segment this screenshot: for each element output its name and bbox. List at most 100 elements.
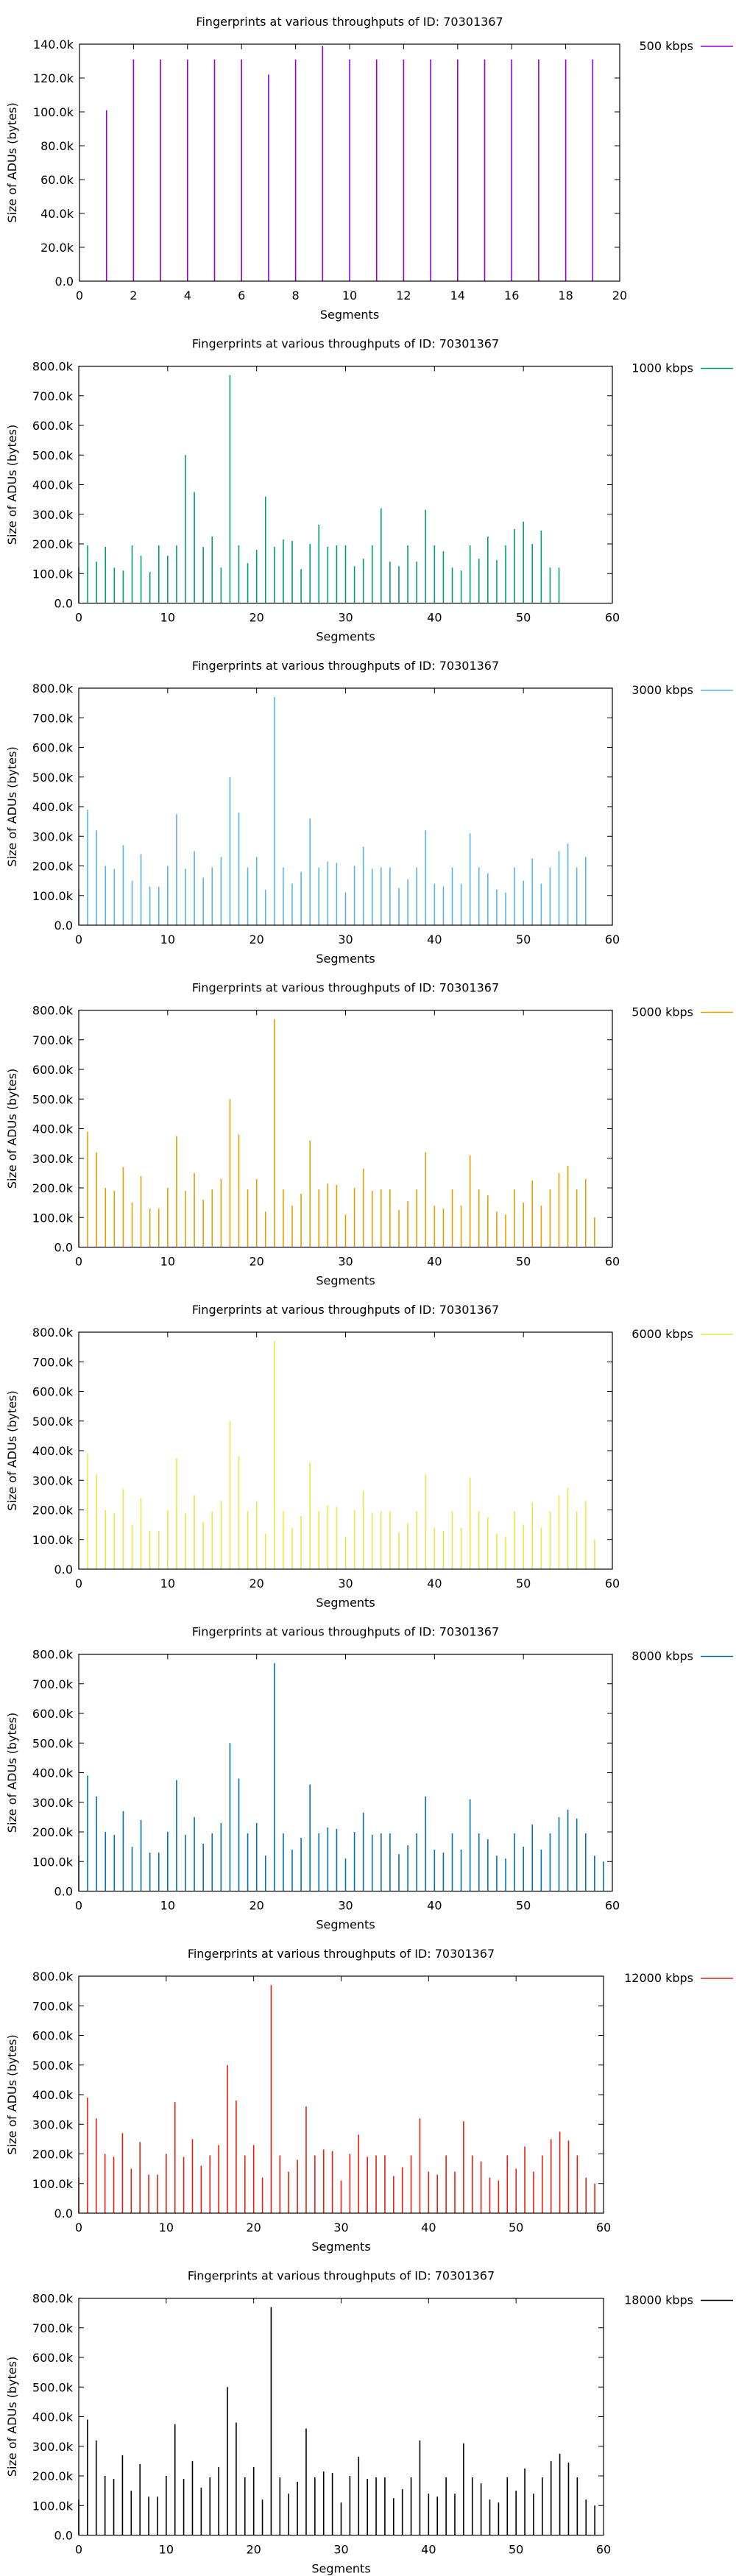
x-tick-label: 50	[516, 1899, 531, 1913]
chart-title: Fingerprints at various throughputs of I…	[196, 15, 503, 29]
legend-entry-label: 5000 kbps	[631, 1005, 693, 1019]
y-tick-label: 0.0	[55, 275, 74, 289]
y-tick-label: 100.0k	[32, 2177, 74, 2191]
chart-panel-3: Fingerprints at various throughputs of I…	[5, 659, 733, 966]
x-tick-label: 20	[249, 1255, 263, 1269]
chart-panel-2: Fingerprints at various throughputs of I…	[5, 337, 733, 644]
x-axis-label: Segments	[320, 308, 379, 322]
plot-area-border	[78, 365, 613, 604]
y-tick-label: 700.0k	[32, 1033, 74, 1047]
x-tick-label: 0	[75, 1899, 82, 1913]
legend-entry-label: 8000 kbps	[631, 1649, 693, 1663]
y-axis-label: Size of ADUs (bytes)	[5, 2357, 19, 2477]
y-axis-label: Size of ADUs (bytes)	[5, 746, 19, 866]
y-tick-label: 200.0k	[32, 2148, 74, 2162]
legend-entry-label: 18000 kbps	[624, 2293, 693, 2307]
y-axis-label: Size of ADUs (bytes)	[5, 2034, 19, 2154]
x-tick-label: 10	[160, 1577, 175, 1590]
x-tick-label: 40	[427, 1577, 442, 1590]
y-tick-label: 600.0k	[32, 741, 74, 755]
chart-panel-1: Fingerprints at various throughputs of I…	[5, 15, 733, 322]
x-tick-label: 8	[292, 289, 300, 302]
y-tick-label: 500.0k	[32, 1415, 74, 1429]
x-axis-label: Segments	[316, 1596, 375, 1610]
y-tick-label: 700.0k	[32, 389, 74, 403]
x-tick-label: 30	[338, 933, 353, 946]
plot-area-border	[78, 1653, 613, 1892]
y-tick-label: 200.0k	[32, 1181, 74, 1195]
y-tick-label: 0.0	[54, 1563, 73, 1577]
plot-area-border	[78, 1009, 613, 1248]
chart-title: Fingerprints at various throughputs of I…	[192, 1625, 499, 1639]
x-tick-label: 50	[516, 1577, 531, 1590]
y-tick-label: 120.0k	[33, 71, 74, 85]
x-tick-label: 30	[338, 611, 353, 625]
x-tick-label: 20	[249, 1577, 263, 1590]
x-tick-label: 2	[130, 289, 137, 302]
y-tick-label: 0.0	[54, 597, 73, 611]
chart-title: Fingerprints at various throughputs of I…	[192, 659, 499, 673]
y-tick-label: 140.0k	[33, 38, 74, 52]
y-tick-label: 200.0k	[32, 2469, 74, 2483]
x-tick-label: 40	[427, 611, 442, 625]
x-tick-label: 50	[516, 1255, 531, 1269]
x-tick-label: 20	[612, 289, 627, 302]
x-tick-label: 0	[75, 2221, 82, 2234]
x-tick-label: 40	[421, 2543, 436, 2557]
y-tick-label: 700.0k	[32, 711, 74, 725]
x-tick-label: 10	[159, 2221, 174, 2234]
y-axis-label: Size of ADUs (bytes)	[5, 102, 19, 222]
y-tick-label: 200.0k	[32, 860, 74, 874]
chart-panel-7: Fingerprints at various throughputs of I…	[5, 1947, 733, 2254]
x-tick-label: 0	[75, 611, 82, 625]
y-tick-label: 700.0k	[32, 1677, 74, 1691]
y-tick-label: 600.0k	[32, 2351, 74, 2365]
y-tick-label: 100.0k	[32, 567, 74, 581]
x-tick-label: 30	[333, 2543, 348, 2557]
x-tick-label: 10	[160, 933, 175, 946]
x-tick-label: 20	[246, 2221, 261, 2234]
x-tick-label: 0	[76, 289, 83, 302]
y-tick-label: 800.0k	[32, 360, 74, 374]
x-tick-label: 12	[396, 289, 411, 302]
x-axis-label: Segments	[316, 1918, 375, 1932]
x-tick-label: 0	[75, 1255, 82, 1269]
legend-entry-label: 6000 kbps	[631, 1327, 693, 1341]
y-tick-label: 800.0k	[32, 1970, 74, 1984]
y-tick-label: 300.0k	[32, 2117, 74, 2131]
y-tick-label: 200.0k	[32, 537, 74, 551]
chart-title: Fingerprints at various throughputs of I…	[188, 1947, 495, 1961]
x-axis-label: Segments	[316, 952, 375, 966]
y-tick-label: 40.0k	[40, 207, 74, 221]
y-tick-label: 500.0k	[32, 771, 74, 785]
y-tick-label: 20.0k	[40, 241, 74, 255]
x-tick-label: 14	[450, 289, 465, 302]
legend-entry-label: 1000 kbps	[631, 361, 693, 375]
x-tick-label: 0	[75, 933, 82, 946]
x-tick-label: 6	[238, 289, 245, 302]
x-tick-label: 10	[159, 2543, 174, 2557]
chart-title: Fingerprints at various throughputs of I…	[192, 981, 499, 995]
x-tick-label: 0	[75, 1577, 82, 1590]
y-tick-label: 400.0k	[32, 1122, 74, 1136]
x-tick-label: 40	[421, 2221, 436, 2234]
y-tick-label: 0.0	[54, 919, 73, 933]
plot-area-border	[78, 2297, 604, 2536]
chart-title: Fingerprints at various throughputs of I…	[192, 1303, 499, 1317]
y-tick-label: 300.0k	[32, 829, 74, 843]
y-tick-label: 80.0k	[40, 139, 74, 153]
x-tick-label: 60	[605, 933, 620, 946]
y-tick-label: 800.0k	[32, 682, 74, 696]
y-tick-label: 700.0k	[32, 1999, 74, 2013]
x-tick-label: 30	[338, 1577, 353, 1590]
y-tick-label: 600.0k	[32, 1707, 74, 1721]
x-tick-label: 30	[338, 1255, 353, 1269]
y-tick-label: 400.0k	[32, 478, 74, 492]
y-tick-label: 100.0k	[32, 889, 74, 903]
y-tick-label: 0.0	[54, 2207, 73, 2221]
y-tick-label: 500.0k	[32, 2380, 74, 2394]
y-tick-label: 800.0k	[32, 1648, 74, 1662]
y-tick-label: 700.0k	[32, 2321, 74, 2335]
y-tick-label: 500.0k	[32, 448, 74, 462]
